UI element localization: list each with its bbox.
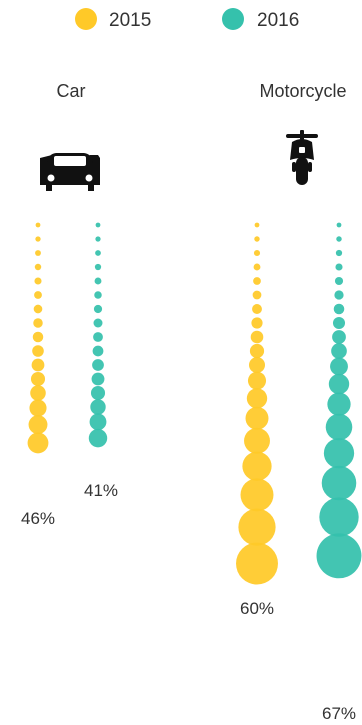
dot-motorcycle-2016-9 [331,343,347,359]
value-label-car-2015: 46% [21,509,55,528]
dot-motorcycle-2016-11 [328,373,350,395]
dot-motorcycle-2016-0 [336,222,342,228]
dot-car-2015-3 [34,263,42,271]
dot-car-2016-11 [91,372,105,386]
dot-car-2016-3 [94,263,102,271]
dot-motorcycle-2016-10 [330,357,348,376]
value-label-motorcycle-2015: 60% [240,599,274,618]
dot-motorcycle-2015-5 [252,290,262,300]
dot-motorcycle-2016-16 [319,497,359,537]
dot-car-2016-12 [90,385,106,401]
dot-motorcycle-2015-2 [253,249,261,257]
dot-motorcycle-2015-7 [251,317,263,329]
dot-motorcycle-2015-3 [253,263,261,271]
dot-car-2016-14 [89,413,107,431]
dot-motorcycle-2015-10 [249,357,265,373]
legend-label-2016: 2016 [257,10,299,31]
dot-car-2016-5 [94,291,102,299]
dot-car-2016-6 [93,304,103,314]
dot-car-2016-4 [94,277,102,285]
value-label-car-2016: 41% [84,481,118,500]
dot-car-2015-14 [28,415,48,435]
dot-car-2016-9 [92,345,104,357]
dot-car-2015-2 [35,250,41,256]
dot-car-2015-8 [32,331,44,343]
dot-car-2015-13 [29,399,47,417]
dot-car-2015-1 [35,236,41,242]
legend-label-2015: 2015 [109,10,151,31]
dot-motorcycle-2016-4 [334,276,344,286]
dot-car-2015-11 [30,371,46,387]
dot-motorcycle-2015-0 [254,222,260,228]
dot-car-2016-0 [95,222,101,228]
legend: 2015 2016 [75,8,299,31]
dot-car-2015-6 [33,304,43,314]
dot-motorcycle-2015-12 [246,388,268,409]
dot-motorcycle-2015-6 [252,304,262,314]
dot-motorcycle-2015-8 [250,330,264,344]
dot-car-2015-12 [30,385,46,401]
dot-car-2015-7 [33,318,43,328]
dot-motorcycle-2015-15 [242,451,272,481]
dot-car-2016-1 [95,236,101,242]
dot-motorcycle-2016-17 [316,533,362,579]
dot-motorcycle-2016-3 [335,263,343,271]
dot-motorcycle-2015-18 [236,542,278,585]
dot-motorcycle-2016-15 [321,465,357,501]
dot-car-2015-4 [34,277,42,285]
dot-motorcycle-2016-12 [327,392,351,416]
dot-car-2016-2 [95,250,101,256]
dot-motorcycle-2016-5 [334,290,344,300]
dot-car-2015-0 [35,222,41,228]
dot-motorcycle-2016-2 [335,249,343,257]
dot-car-2016-15 [88,428,108,448]
value-label-motorcycle-2016: 67% [322,704,356,723]
legend-swatch-2015 [75,8,97,30]
dot-motorcycle-2015-13 [245,406,269,430]
dot-motorcycle-2016-8 [332,330,346,344]
dot-motorcycle-2016-6 [333,303,345,315]
dot-motorcycle-2015-17 [238,508,276,546]
dot-car-2015-15 [27,432,49,454]
dot-motorcycle-2015-9 [249,343,265,359]
group-title-motorcycle: Motorcycle [259,81,346,101]
dot-car-2015-5 [34,291,42,299]
dot-motorcycle-2015-11 [247,371,267,390]
dot-motorcycle-2016-14 [323,438,355,469]
legend-swatch-2016 [222,8,244,30]
dot-columns [27,222,362,585]
dot-car-2015-9 [32,345,44,357]
dot-motorcycle-2016-13 [325,413,353,441]
dot-motorcycle-2015-16 [240,478,274,512]
dot-car-2016-8 [93,332,103,342]
dot-motorcycle-2015-14 [244,427,270,454]
dot-motorcycle-2015-4 [253,277,261,285]
dot-car-2016-10 [92,359,104,371]
dot-car-2016-13 [90,399,106,415]
group-title-car: Car [56,81,85,101]
dot-motorcycle-2016-7 [332,316,346,330]
dot-motorcycle-2015-1 [254,236,260,242]
motorcycle-icon [286,130,318,185]
dot-motorcycle-2016-1 [336,236,342,242]
car-icon [40,153,100,191]
dot-car-2016-7 [93,318,103,328]
dot-car-2015-10 [31,358,45,372]
